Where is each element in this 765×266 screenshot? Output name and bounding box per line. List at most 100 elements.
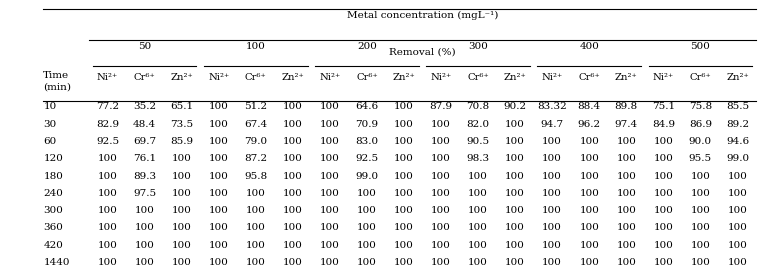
Text: Zn²⁺: Zn²⁺	[504, 73, 526, 82]
Text: 90.0: 90.0	[688, 137, 712, 146]
Text: 100: 100	[135, 223, 155, 232]
Text: 100: 100	[542, 258, 562, 266]
Text: 100: 100	[691, 223, 711, 232]
Text: 100: 100	[579, 206, 599, 215]
Text: 100: 100	[617, 206, 636, 215]
Text: 100: 100	[653, 206, 673, 215]
Text: 85.9: 85.9	[170, 137, 194, 146]
Text: 100: 100	[691, 258, 711, 266]
Text: 100: 100	[98, 258, 118, 266]
Text: 88.4: 88.4	[578, 102, 601, 111]
Text: 100: 100	[394, 223, 414, 232]
Text: 77.2: 77.2	[96, 102, 119, 111]
Text: 100: 100	[579, 137, 599, 146]
Text: 100: 100	[505, 137, 525, 146]
Text: 35.2: 35.2	[133, 102, 156, 111]
Text: Zn²⁺: Zn²⁺	[282, 73, 304, 82]
Text: 100: 100	[320, 258, 340, 266]
Text: 100: 100	[505, 172, 525, 181]
Text: 100: 100	[98, 172, 118, 181]
Text: 400: 400	[579, 42, 599, 51]
Text: 100: 100	[283, 172, 303, 181]
Text: 100: 100	[320, 154, 340, 163]
Text: 100: 100	[98, 206, 118, 215]
Text: 84.9: 84.9	[652, 120, 675, 129]
Text: 75.1: 75.1	[652, 102, 675, 111]
Text: 100: 100	[431, 206, 451, 215]
Text: 100: 100	[579, 223, 599, 232]
Text: 100: 100	[431, 154, 451, 163]
Text: Ni²⁺: Ni²⁺	[97, 73, 119, 82]
Text: 100: 100	[468, 206, 488, 215]
Text: 100: 100	[617, 154, 636, 163]
Text: 100: 100	[653, 241, 673, 250]
Text: 100: 100	[653, 258, 673, 266]
Text: 100: 100	[728, 172, 747, 181]
Text: 100: 100	[283, 223, 303, 232]
Text: 100: 100	[209, 102, 229, 111]
Text: 100: 100	[357, 258, 377, 266]
Text: Zn²⁺: Zn²⁺	[171, 73, 193, 82]
Text: 100: 100	[617, 258, 636, 266]
Text: 100: 100	[283, 137, 303, 146]
Text: 97.5: 97.5	[133, 189, 156, 198]
Text: Cr⁶⁺: Cr⁶⁺	[689, 73, 711, 82]
Text: 240: 240	[44, 189, 63, 198]
Text: 100: 100	[728, 206, 747, 215]
Text: 89.2: 89.2	[726, 120, 749, 129]
Text: 79.0: 79.0	[244, 137, 267, 146]
Text: 100: 100	[394, 189, 414, 198]
Text: Time
(min): Time (min)	[44, 71, 71, 91]
Text: 100: 100	[431, 189, 451, 198]
Text: 100: 100	[135, 241, 155, 250]
Text: 100: 100	[283, 241, 303, 250]
Text: 100: 100	[542, 241, 562, 250]
Text: 90.5: 90.5	[467, 137, 490, 146]
Text: 94.6: 94.6	[726, 137, 749, 146]
Text: 100: 100	[357, 223, 377, 232]
Text: 100: 100	[246, 223, 265, 232]
Text: 100: 100	[468, 189, 488, 198]
Text: 48.4: 48.4	[133, 120, 156, 129]
Text: Ni²⁺: Ni²⁺	[319, 73, 340, 82]
Text: 100: 100	[246, 258, 265, 266]
Text: Cr⁶⁺: Cr⁶⁺	[356, 73, 378, 82]
Text: Ni²⁺: Ni²⁺	[542, 73, 563, 82]
Text: 100: 100	[691, 206, 711, 215]
Text: 100: 100	[505, 206, 525, 215]
Text: 100: 100	[98, 241, 118, 250]
Text: 99.0: 99.0	[356, 172, 379, 181]
Text: 100: 100	[542, 189, 562, 198]
Text: 300: 300	[44, 206, 63, 215]
Text: 100: 100	[246, 206, 265, 215]
Text: 92.5: 92.5	[96, 137, 119, 146]
Text: 100: 100	[691, 172, 711, 181]
Text: 100: 100	[209, 241, 229, 250]
Text: 1440: 1440	[44, 258, 70, 266]
Text: 100: 100	[171, 154, 191, 163]
Text: 100: 100	[579, 154, 599, 163]
Text: 100: 100	[320, 120, 340, 129]
Text: 100: 100	[431, 172, 451, 181]
Text: 100: 100	[209, 258, 229, 266]
Text: Metal concentration (mgL⁻¹): Metal concentration (mgL⁻¹)	[347, 11, 498, 20]
Text: Ni²⁺: Ni²⁺	[208, 73, 230, 82]
Text: 100: 100	[617, 241, 636, 250]
Text: 97.4: 97.4	[615, 120, 638, 129]
Text: 65.1: 65.1	[170, 102, 194, 111]
Text: Removal (%): Removal (%)	[389, 47, 456, 56]
Text: 100: 100	[98, 223, 118, 232]
Text: 100: 100	[431, 120, 451, 129]
Text: 82.9: 82.9	[96, 120, 119, 129]
Text: 87.9: 87.9	[429, 102, 453, 111]
Text: 89.8: 89.8	[615, 102, 638, 111]
Text: 100: 100	[209, 172, 229, 181]
Text: 100: 100	[357, 189, 377, 198]
Text: 96.2: 96.2	[578, 120, 601, 129]
Text: 100: 100	[505, 120, 525, 129]
Text: 75.8: 75.8	[688, 102, 712, 111]
Text: 200: 200	[357, 42, 377, 51]
Text: 100: 100	[320, 102, 340, 111]
Text: 100: 100	[394, 137, 414, 146]
Text: 100: 100	[691, 189, 711, 198]
